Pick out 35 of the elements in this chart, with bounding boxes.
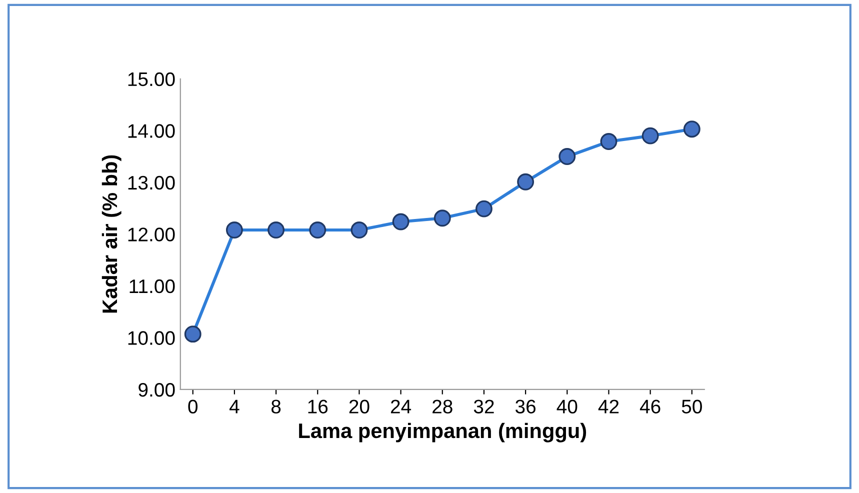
y-tick-label: 12.00: [128, 228, 175, 242]
point: [558, 148, 576, 165]
x-tick-label: 40: [556, 400, 578, 414]
x-tick-label: 4: [229, 400, 240, 414]
y-tick-label: 15.00: [128, 72, 175, 86]
x-tick-label: 28: [432, 400, 452, 414]
point: [434, 210, 451, 227]
x-tick-label: 32: [474, 400, 494, 414]
y-tick-label: 14.00: [128, 124, 175, 138]
point: [475, 200, 492, 218]
x-axis-title: Lama penyimpanan (minggu): [299, 422, 586, 442]
point: [642, 127, 659, 144]
point: [600, 133, 618, 150]
x-tick-label: 50: [682, 400, 702, 414]
y-tick-label: 13.00: [128, 176, 175, 190]
point: [683, 120, 700, 138]
point: [517, 173, 534, 190]
y-axis-title: Kadar air (% bb): [102, 155, 122, 313]
point: [392, 213, 410, 230]
x-tick-label: 36: [515, 400, 536, 414]
x-tick-label: 46: [640, 400, 660, 414]
x-tick-label: 42: [598, 400, 619, 414]
point: [309, 222, 326, 239]
point: [184, 326, 202, 343]
x-tick-label: 16: [308, 400, 328, 414]
point: [226, 222, 243, 239]
x-tick-label: 8: [271, 400, 281, 414]
x-tick-label: 24: [390, 400, 412, 414]
x-tick-label: 0: [188, 400, 198, 414]
point: [350, 222, 368, 239]
y-tick-label: 10.00: [128, 331, 175, 345]
y-tick-label: 11.00: [130, 279, 175, 294]
y-tick-label: 9.00: [138, 382, 175, 397]
point: [268, 222, 285, 239]
x-tick-label: 20: [349, 400, 370, 414]
